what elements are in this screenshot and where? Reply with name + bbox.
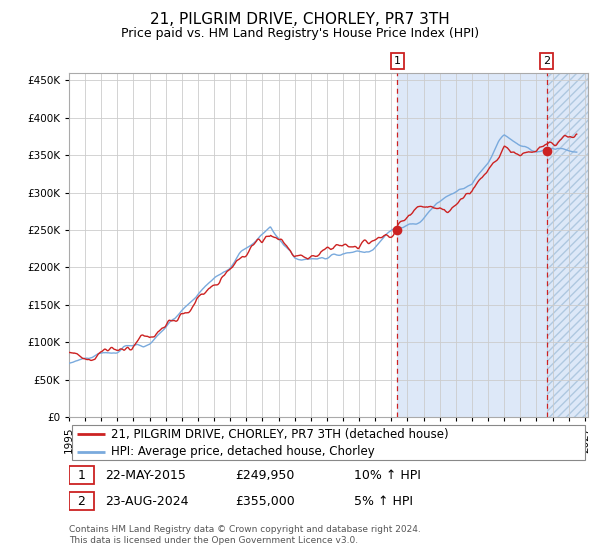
Text: 10% ↑ HPI: 10% ↑ HPI (355, 469, 421, 482)
Text: 21, PILGRIM DRIVE, CHORLEY, PR7 3TH: 21, PILGRIM DRIVE, CHORLEY, PR7 3TH (150, 12, 450, 27)
Bar (397, 73, 547, 417)
Text: Price paid vs. HM Land Registry's House Price Index (HPI): Price paid vs. HM Land Registry's House … (121, 27, 479, 40)
Text: 1: 1 (394, 56, 401, 66)
Text: 2: 2 (77, 495, 85, 508)
Text: HPI: Average price, detached house, Chorley: HPI: Average price, detached house, Chor… (110, 445, 374, 458)
Text: £355,000: £355,000 (235, 495, 295, 508)
Text: Contains HM Land Registry data © Crown copyright and database right 2024.
This d: Contains HM Land Registry data © Crown c… (69, 525, 421, 545)
Text: 5% ↑ HPI: 5% ↑ HPI (355, 495, 413, 508)
Text: £249,950: £249,950 (235, 469, 295, 482)
Bar (547, 73, 588, 417)
Text: 21, PILGRIM DRIVE, CHORLEY, PR7 3TH (detached house): 21, PILGRIM DRIVE, CHORLEY, PR7 3TH (det… (110, 428, 448, 441)
FancyBboxPatch shape (69, 466, 94, 484)
FancyBboxPatch shape (71, 426, 586, 460)
Bar (547, 73, 588, 417)
Text: 23-AUG-2024: 23-AUG-2024 (106, 495, 189, 508)
FancyBboxPatch shape (69, 492, 94, 511)
Text: 1: 1 (77, 469, 85, 482)
Text: 2: 2 (543, 56, 550, 66)
Text: 22-MAY-2015: 22-MAY-2015 (106, 469, 186, 482)
